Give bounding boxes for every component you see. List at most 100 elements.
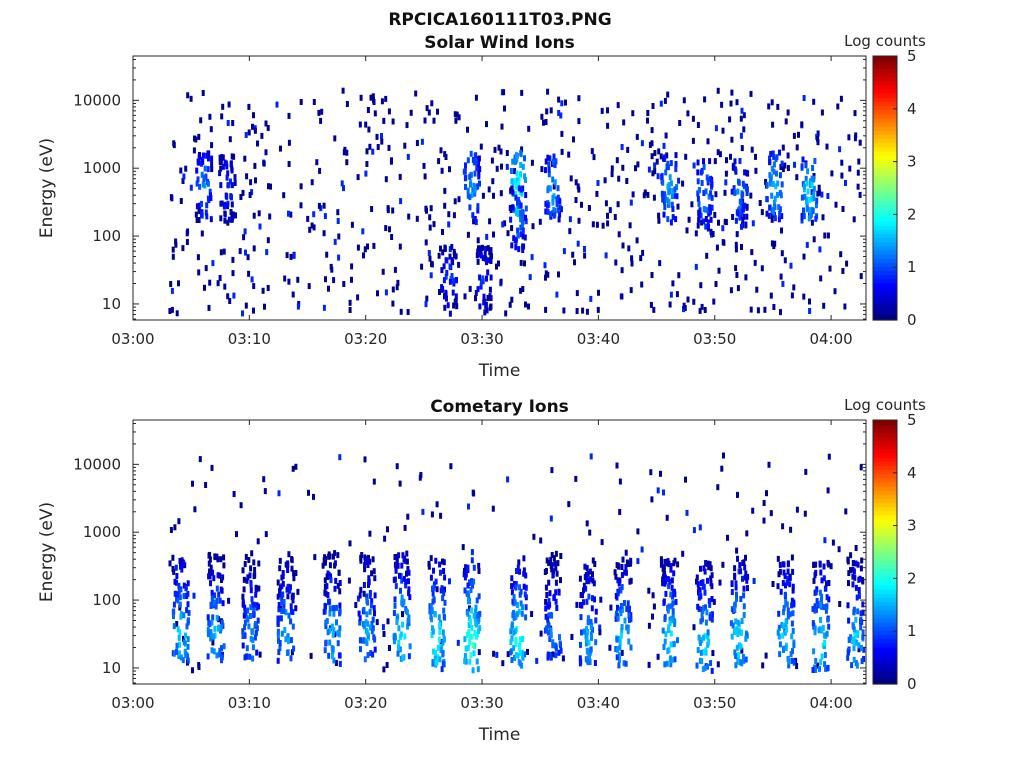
spectrogram-bin (812, 98, 816, 105)
spectrogram-bin (323, 577, 327, 584)
spectrogram-bin (262, 160, 266, 167)
spectrogram-bin (454, 117, 458, 124)
spectrogram-bin (740, 107, 744, 114)
spectrogram-bin (492, 231, 495, 238)
spectrogram-bin (692, 298, 696, 305)
spectrogram-bin (580, 629, 583, 636)
spectrogram-bin (430, 511, 434, 518)
spectrogram-bin (733, 572, 737, 579)
spectrogram-bin (453, 251, 456, 258)
spectrogram-bin (669, 641, 673, 648)
spectrogram-bin (825, 603, 829, 610)
spectrogram-bin (556, 185, 560, 192)
spectrogram-bin (591, 557, 595, 564)
spectrogram-bin (785, 579, 789, 586)
spectrogram-bin (678, 120, 682, 126)
colorbar-segment (873, 601, 897, 607)
spectrogram-bin (661, 627, 665, 634)
spectrogram-bin (425, 295, 429, 302)
spectrogram-bin (595, 190, 599, 197)
spectrogram-bin (856, 561, 860, 568)
spectrogram-bin (699, 169, 703, 176)
spectrogram-bin (440, 284, 444, 291)
spectrogram-bin (242, 576, 246, 583)
spectrogram-bin (253, 567, 257, 573)
spectrogram-bin (473, 216, 477, 222)
spectrogram-bin (577, 118, 581, 125)
spectrogram-bin (320, 108, 324, 115)
spectrogram-bin (712, 298, 716, 305)
colorbar-segment (873, 659, 897, 664)
spectrogram-bin (373, 110, 377, 117)
colorbar-tick-label: 5 (907, 411, 917, 429)
spectrogram-bin (520, 209, 524, 216)
spectrogram-bin (402, 556, 406, 562)
spectrogram-bin (430, 260, 433, 267)
spectrogram-bin (182, 639, 186, 646)
spectrogram-bin (255, 625, 259, 632)
spectrogram-bin (466, 157, 470, 164)
spectrogram-bin (776, 629, 780, 636)
spectrogram-bin (677, 177, 681, 184)
spectrogram-bin (488, 286, 492, 293)
spectrogram-bin (285, 586, 289, 593)
spectrogram-bin (664, 631, 668, 638)
spectrogram-bin (616, 590, 620, 597)
spectrogram-bin (483, 251, 487, 258)
spectrogram-bin (667, 189, 671, 196)
spectrogram-bin (208, 113, 212, 120)
spectrogram-bin (663, 574, 667, 581)
spectrogram-bin (477, 568, 481, 574)
spectrogram-bin (519, 171, 523, 178)
spectrogram-bin (813, 664, 817, 671)
spectrogram-bin (368, 558, 372, 565)
spectrogram-bin (406, 623, 409, 630)
colorbar-segment (873, 171, 897, 177)
spectrogram-bin (552, 153, 556, 160)
spectrogram-bin (574, 475, 578, 482)
spectrogram-bin (517, 180, 521, 187)
spectrogram-bin (751, 507, 755, 514)
spectrogram-bin (487, 186, 491, 193)
spectrogram-bin (516, 652, 520, 659)
spectrogram-bin (474, 152, 478, 159)
spectrogram-bin (505, 150, 509, 156)
spectrogram-bin (330, 623, 334, 630)
spectrogram-bin (383, 535, 387, 542)
spectrogram-bin (656, 173, 660, 180)
spectrogram-bin (324, 623, 328, 630)
spectrogram-bin (336, 209, 340, 216)
spectrogram-bin (588, 659, 592, 666)
spectrogram-bin (511, 204, 515, 211)
spectrogram-bin (742, 213, 746, 220)
spectrogram-bin (620, 572, 624, 578)
spectrogram-bin (217, 591, 221, 598)
spectrogram-bin (258, 651, 262, 658)
spectrogram-bin (474, 219, 478, 226)
spectrogram-bin (626, 600, 630, 607)
spectrogram-bin (386, 526, 389, 533)
spectrogram-bin (207, 155, 210, 162)
spectrogram-bin (662, 644, 666, 650)
spectrogram-bin (546, 616, 550, 623)
spectrogram-bin (778, 651, 782, 658)
spectrogram-bin (277, 606, 281, 613)
spectrogram-bin (449, 463, 453, 470)
colorbar-segment (873, 254, 897, 259)
spectrogram-bin (820, 653, 824, 660)
spectrogram-bin (513, 168, 517, 175)
spectrogram-bin (702, 565, 706, 572)
spectrogram-bin (396, 562, 400, 569)
colorbar-segment (873, 630, 897, 636)
spectrogram-bin (200, 200, 203, 207)
spectrogram-bin (742, 612, 746, 618)
spectrogram-bin (476, 207, 480, 214)
spectrogram-bin (615, 462, 619, 469)
spectrogram-bin (696, 647, 700, 654)
spectrogram-bin (667, 583, 671, 590)
spectrogram-bin (709, 216, 713, 223)
spectrogram-bin (554, 652, 558, 659)
spectrogram-bin (783, 591, 787, 598)
spectrogram-bin (653, 168, 657, 175)
colorbar-segment (873, 576, 897, 582)
